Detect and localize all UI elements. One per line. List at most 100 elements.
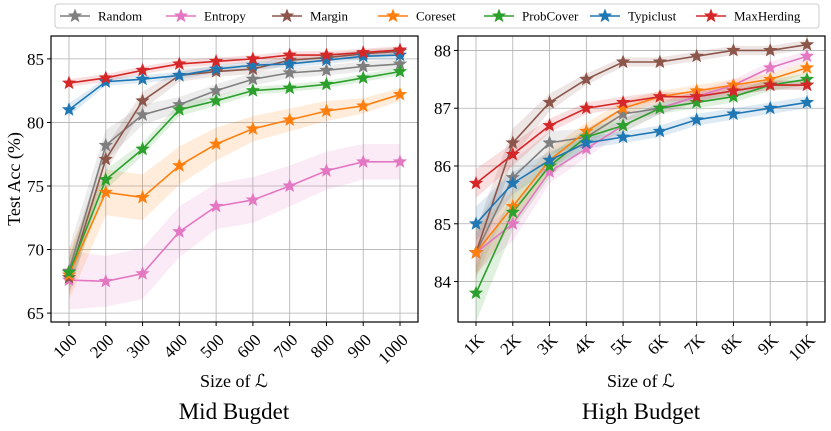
chart-high-budget: 84 85 86 87 88 1K 2K 3K 4K 5K 6K 7K 8K 9K 10K Size of… (434, 35, 826, 424)
data-point-random (615, 106, 631, 121)
confidence-band-maxherding (69, 46, 400, 87)
data-point-entropy (579, 141, 594, 155)
y-tick-label: 85 (27, 50, 44, 69)
data-point-margin (542, 94, 557, 109)
data-point-maxherding (542, 118, 557, 132)
data-point-entropy (98, 273, 113, 288)
data-point-coreset (245, 121, 261, 135)
x-tick-label: 2K (496, 330, 525, 359)
x-tick-label: 600 (233, 330, 264, 361)
x-tick-label: 200 (86, 330, 117, 361)
x-tick-label: 8K (717, 330, 746, 359)
x-tick-label: 900 (344, 330, 375, 361)
data-point-probcover (689, 94, 704, 109)
legend-star-marker (279, 8, 295, 23)
data-point-probcover (542, 158, 557, 173)
data-point-probcover (505, 204, 520, 219)
y-tick-label: 65 (27, 304, 44, 323)
data-point-typiclust (245, 57, 261, 72)
data-point-probcover (652, 100, 668, 115)
y-tick-label: 88 (434, 41, 451, 60)
data-point-maxherding (282, 47, 297, 62)
data-point-random (392, 56, 408, 71)
data-point-maxherding (135, 62, 150, 77)
chart-subtitle: High Budget (582, 399, 701, 424)
x-tick-label: 400 (160, 330, 191, 361)
x-tick-label: 1000 (374, 330, 411, 367)
data-point-maxherding (799, 77, 815, 92)
confidence-band-margin (476, 40, 807, 276)
data-point-margin (135, 93, 150, 107)
legend-frame (54, 3, 820, 29)
legend-label: Margin (310, 9, 349, 24)
data-point-typiclust (689, 112, 704, 126)
data-point-coreset (98, 184, 113, 199)
data-point-probcover (319, 76, 334, 91)
legend-item: MaxHerding (696, 8, 801, 24)
data-point-maxherding (319, 47, 334, 62)
data-point-typiclust (282, 56, 297, 71)
data-point-entropy (319, 163, 334, 177)
x-tick-label: 10K (785, 330, 820, 365)
data-point-maxherding (579, 100, 594, 115)
data-point-margin (726, 42, 741, 57)
data-point-typiclust (579, 135, 594, 149)
data-point-random (208, 83, 224, 97)
x-tick-label: 700 (270, 330, 301, 361)
plot-frame (50, 35, 419, 323)
data-point-entropy (542, 164, 557, 178)
data-point-entropy (799, 48, 815, 63)
data-point-typiclust (763, 100, 778, 115)
x-tick-label: 300 (123, 330, 154, 361)
x-tick-label: 1K (460, 330, 489, 359)
data-point-typiclust (615, 129, 631, 144)
data-point-coreset (799, 60, 815, 74)
x-axis-label: Size of ℒ (607, 371, 675, 391)
data-point-random (98, 137, 113, 152)
data-point-probcover (282, 80, 297, 95)
data-point-probcover (245, 83, 261, 97)
data-point-maxherding (468, 175, 484, 190)
series-line-typiclust (68, 54, 401, 111)
data-point-maxherding (652, 89, 668, 103)
data-point-typiclust (392, 47, 408, 62)
data-point-maxherding (208, 53, 224, 68)
legend-label: MaxHerding (734, 9, 801, 24)
data-point-coreset (615, 100, 631, 115)
confidence-band-maxherding (476, 80, 807, 198)
legend-item: Entropy (166, 8, 246, 24)
data-point-probcover (172, 102, 187, 116)
data-point-probcover (392, 64, 408, 78)
legend-item: Margin (272, 8, 349, 24)
legend-label: Random (98, 9, 142, 24)
data-point-random (319, 62, 334, 77)
legend-item: Typiclust (590, 8, 677, 24)
series-line-maxherding (68, 49, 401, 84)
x-tick-label: 5K (607, 330, 636, 359)
data-point-typiclust (652, 123, 668, 138)
legend-star-marker (67, 8, 83, 23)
legend: Random Entropy Margin Coreset ProbCover Typic… (54, 3, 820, 29)
data-point-coreset (356, 98, 371, 112)
data-point-typiclust (61, 102, 77, 116)
legend-label: Typiclust (628, 9, 677, 24)
x-tick-label: 7K (680, 330, 709, 359)
data-point-margin (98, 151, 113, 166)
x-tick-label: 4K (570, 330, 599, 359)
confidence-band-entropy (69, 144, 400, 310)
data-point-coreset (208, 136, 224, 151)
data-point-coreset (135, 189, 150, 204)
data-point-maxherding (356, 45, 371, 59)
data-point-typiclust (208, 61, 224, 76)
data-point-margin (505, 135, 520, 149)
legend-star-marker (491, 8, 507, 23)
data-point-entropy (282, 178, 297, 193)
data-point-typiclust (319, 52, 334, 67)
legend-star-marker (385, 8, 401, 23)
series-line-probcover (475, 78, 808, 294)
series-line-coreset (475, 67, 808, 254)
data-point-maxherding (689, 89, 704, 103)
data-point-margin (763, 42, 778, 57)
data-point-typiclust (468, 216, 484, 230)
